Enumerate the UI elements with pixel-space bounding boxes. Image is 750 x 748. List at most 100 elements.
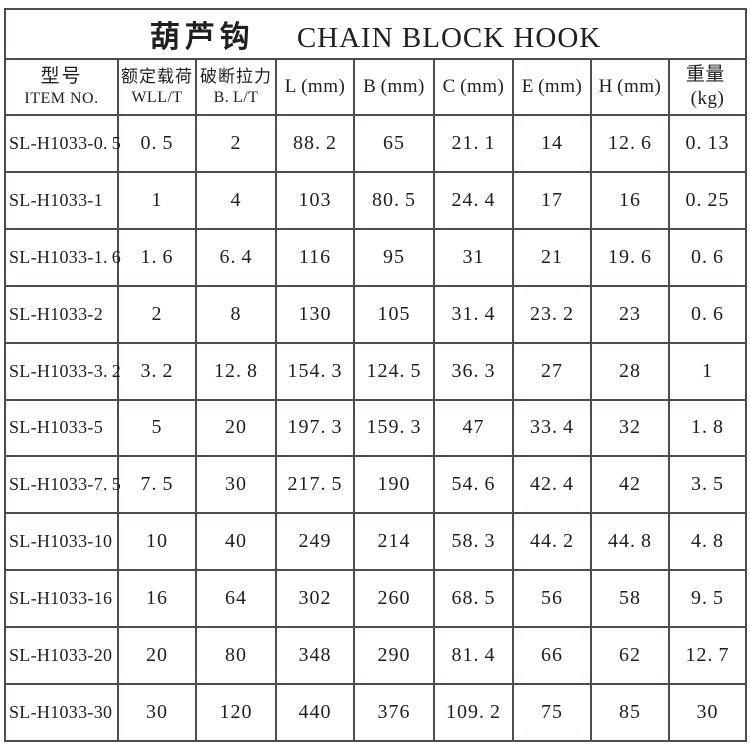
column-header: E (mm) bbox=[512, 58, 592, 116]
spec-value-cell: 154. 3 bbox=[275, 341, 355, 401]
table-row: SL-H1033-1. 6 1. 6 6. 4 116 95 31 21 19. 6 0. 6 bbox=[4, 227, 748, 287]
spec-value-cell: 7. 5 bbox=[117, 455, 197, 515]
table-row: SL-H1033-1 1 4 103 80. 5 24. 4 17 16 0. 25 bbox=[4, 170, 748, 230]
spec-value-cell: 1 bbox=[667, 341, 748, 401]
spec-value-cell: 0. 6 bbox=[667, 227, 748, 287]
spec-value-cell: 5 bbox=[117, 398, 197, 458]
spec-value-cell: 12. 7 bbox=[667, 626, 748, 686]
spec-value-cell: 120 bbox=[195, 683, 277, 742]
spec-value-cell: 260 bbox=[353, 569, 435, 629]
spec-value-cell: 130 bbox=[275, 284, 355, 344]
spec-value-cell: 65 bbox=[353, 114, 435, 173]
column-header: 额定载荷 WLL/T bbox=[117, 58, 197, 116]
spec-table: 葫芦钩 CHAIN BLOCK HOOK 型号 ITEM NO. 额定载荷 WLL/T 破… bbox=[3, 8, 748, 742]
spec-value-cell: 109. 2 bbox=[433, 683, 514, 742]
spec-value-cell: 42 bbox=[590, 455, 670, 515]
column-header: 型号 ITEM NO. bbox=[4, 58, 119, 116]
spec-value-cell: 440 bbox=[275, 683, 355, 742]
spec-value-cell: 23. 2 bbox=[512, 284, 592, 344]
spec-value-cell: 20 bbox=[117, 626, 197, 686]
spec-value-cell: 44. 8 bbox=[590, 512, 670, 572]
spec-value-cell: 20 bbox=[195, 398, 277, 458]
spec-value-cell: 0. 6 bbox=[667, 284, 748, 344]
spec-value-cell: 124. 5 bbox=[353, 341, 435, 401]
item-no-cell: SL-H1033-20 bbox=[4, 626, 119, 686]
spec-value-cell: 249 bbox=[275, 512, 355, 572]
spec-value-cell: 12. 6 bbox=[590, 114, 670, 173]
item-no-cell: SL-H1033-2 bbox=[4, 284, 119, 344]
spec-table-body: SL-H1033-0. 5 0. 5 2 88. 2 65 21. 1 14 12. 6 0. … bbox=[4, 114, 748, 742]
spec-value-cell: 214 bbox=[353, 512, 435, 572]
spec-value-cell: 159. 3 bbox=[353, 398, 435, 458]
spec-value-cell: 12. 8 bbox=[195, 341, 277, 401]
spec-value-cell: 32 bbox=[590, 398, 670, 458]
table-row: SL-H1033-30 30 120 440 376 109. 2 75 85 30 bbox=[4, 683, 748, 742]
table-row: SL-H1033-16 16 64 302 260 68. 5 56 58 9. 5 bbox=[4, 569, 748, 629]
spec-value-cell: 30 bbox=[195, 455, 277, 515]
spec-value-cell: 85 bbox=[590, 683, 670, 742]
spec-value-cell: 56 bbox=[512, 569, 592, 629]
spec-value-cell: 24. 4 bbox=[433, 170, 514, 230]
spec-value-cell: 81. 4 bbox=[433, 626, 514, 686]
spec-value-cell: 16 bbox=[590, 170, 670, 230]
spec-value-cell: 2 bbox=[117, 284, 197, 344]
spec-value-cell: 27 bbox=[512, 341, 592, 401]
spec-value-cell: 3. 5 bbox=[667, 455, 748, 515]
spec-value-cell: 197. 3 bbox=[275, 398, 355, 458]
column-header: L (mm) bbox=[275, 58, 355, 116]
spec-value-cell: 0. 25 bbox=[667, 170, 748, 230]
spec-value-cell: 190 bbox=[353, 455, 435, 515]
spec-value-cell: 75 bbox=[512, 683, 592, 742]
spec-value-cell: 80. 5 bbox=[353, 170, 435, 230]
spec-value-cell: 1. 6 bbox=[117, 227, 197, 287]
header-row: 型号 ITEM NO. 额定载荷 WLL/T 破断拉力 B. L/T L (mm) B (mm… bbox=[4, 58, 748, 116]
spec-value-cell: 217. 5 bbox=[275, 455, 355, 515]
spec-value-cell: 2 bbox=[195, 114, 277, 173]
spec-value-cell: 95 bbox=[353, 227, 435, 287]
table-row: SL-H1033-10 10 40 249 214 58. 3 44. 2 44. 8 4. 8 bbox=[4, 512, 748, 572]
item-no-cell: SL-H1033-7. 5 bbox=[4, 455, 121, 515]
spec-value-cell: 376 bbox=[353, 683, 435, 742]
spec-value-cell: 1 bbox=[117, 170, 197, 230]
spec-value-cell: 290 bbox=[353, 626, 435, 686]
spec-value-cell: 66 bbox=[512, 626, 592, 686]
spec-value-cell: 40 bbox=[195, 512, 277, 572]
spec-value-cell: 80 bbox=[195, 626, 277, 686]
title-english: CHAIN BLOCK HOOK bbox=[296, 22, 602, 54]
item-no-cell: SL-H1033-1 bbox=[4, 170, 119, 230]
spec-value-cell: 58. 3 bbox=[433, 512, 514, 572]
spec-value-cell: 116 bbox=[275, 227, 355, 287]
spec-value-cell: 1. 8 bbox=[667, 398, 748, 458]
spec-value-cell: 88. 2 bbox=[275, 114, 355, 173]
spec-value-cell: 64 bbox=[195, 569, 277, 629]
spec-value-cell: 36. 3 bbox=[433, 341, 514, 401]
spec-value-cell: 54. 6 bbox=[433, 455, 514, 515]
column-header: 重量 (kg) bbox=[667, 58, 748, 116]
spec-value-cell: 30 bbox=[667, 683, 748, 742]
spec-value-cell: 62 bbox=[590, 626, 670, 686]
spec-value-cell: 42. 4 bbox=[512, 455, 592, 515]
spec-value-cell: 31. 4 bbox=[433, 284, 514, 344]
spec-value-cell: 58 bbox=[590, 569, 670, 629]
spec-value-cell: 6. 4 bbox=[195, 227, 277, 287]
table-row: SL-H1033-5 5 20 197. 3 159. 3 47 33. 4 32 1. 8 bbox=[4, 398, 748, 458]
spec-value-cell: 4 bbox=[195, 170, 277, 230]
spec-value-cell: 16 bbox=[117, 569, 197, 629]
table-title: 葫芦钩 CHAIN BLOCK HOOK bbox=[3, 8, 748, 60]
title-chinese: 葫芦钩 bbox=[149, 21, 255, 54]
spec-value-cell: 0. 13 bbox=[667, 114, 748, 173]
spec-value-cell: 31 bbox=[433, 227, 514, 287]
spec-value-cell: 17 bbox=[512, 170, 592, 230]
item-no-cell: SL-H1033-10 bbox=[4, 512, 119, 572]
spec-value-cell: 68. 5 bbox=[433, 569, 514, 629]
table-row: SL-H1033-2 2 8 130 105 31. 4 23. 2 23 0. 6 bbox=[4, 284, 748, 344]
spec-value-cell: 348 bbox=[275, 626, 355, 686]
spec-value-cell: 33. 4 bbox=[512, 398, 592, 458]
spec-value-cell: 8 bbox=[195, 284, 277, 344]
spec-value-cell: 47 bbox=[433, 398, 514, 458]
spec-value-cell: 3. 2 bbox=[117, 341, 197, 401]
item-no-cell: SL-H1033-5 bbox=[4, 398, 119, 458]
column-header: 破断拉力 B. L/T bbox=[195, 58, 277, 116]
